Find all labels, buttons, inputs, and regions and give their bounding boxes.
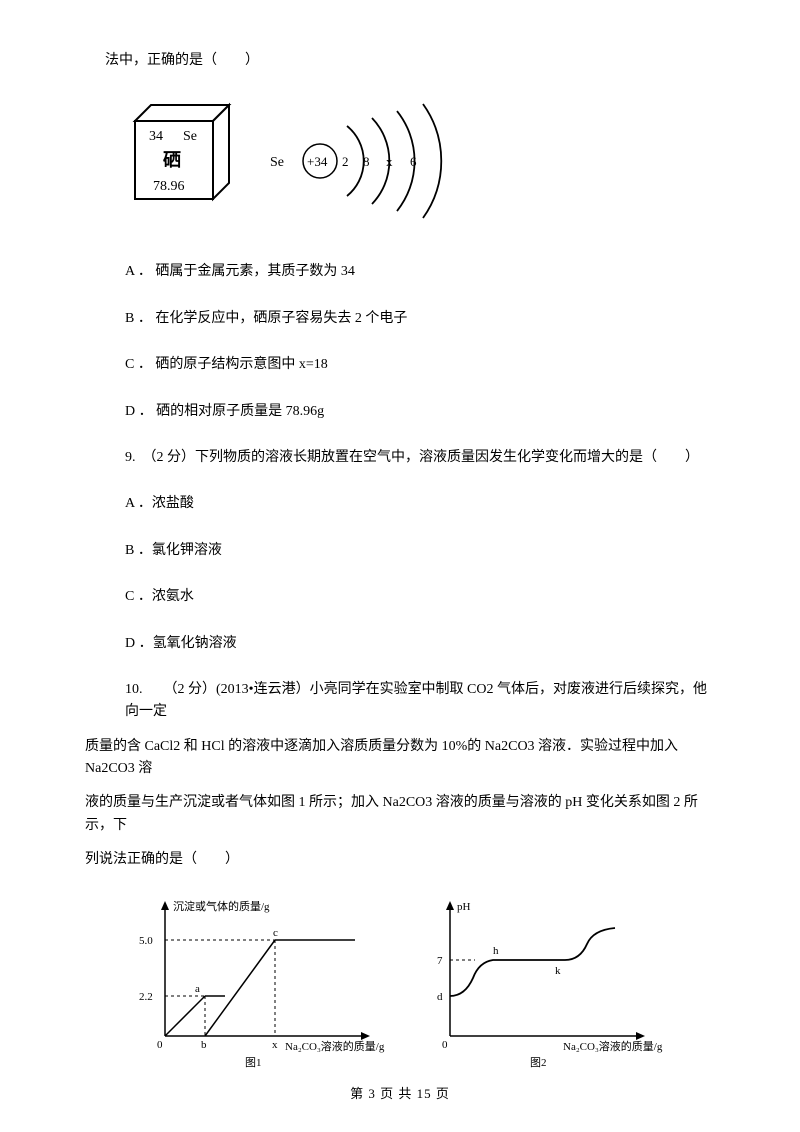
chart1-px: x [272, 1039, 278, 1051]
chart1-y5: 5.0 [139, 935, 153, 947]
atom-sh2: 8 [363, 154, 370, 169]
atom-sh1: 2 [342, 154, 349, 169]
q8-stem-cont: 法中，正确的是（ ） [105, 50, 715, 72]
cube-name: 硒 [163, 150, 181, 170]
element-cube: 34 Se 硒 78.96 [135, 105, 229, 199]
q8-optD: D ． 硒的相对原子质量是 78.96g [125, 401, 715, 423]
chart2-ph: h [493, 945, 499, 957]
chart1-xlabel: Na₂CO₃溶液的质量/g [285, 1039, 385, 1053]
chart2-ylabel: pH [457, 901, 471, 913]
cube-mass: 78.96 [153, 179, 185, 194]
chart1-ylabel: 沉淀或气体的质量/g [173, 899, 270, 913]
chart2-xlabel: Na₂CO₃溶液的质量/g [563, 1039, 663, 1053]
chart2: pH Na₂CO₃溶液的质量/g 7 h k d 0 图2 [415, 896, 665, 1071]
chart1-caption: 图1 [245, 1056, 262, 1069]
q8-figure: 34 Se 硒 78.96 Se +34 2 8 x 6 [125, 96, 715, 231]
q9-stem: 9. （2 分）下列物质的溶液长期放置在空气中，溶液质量因发生化学变化而增大的是… [125, 447, 715, 469]
chart1-pa: a [195, 983, 200, 995]
chart2-y7: 7 [437, 955, 443, 967]
cube-num: 34 [149, 129, 163, 144]
q9-optD: D ．氢氧化钠溶液 [125, 633, 715, 655]
q8-optA: A ． 硒属于金属元素，其质子数为 34 [125, 261, 715, 283]
chart1-p0: 0 [157, 1039, 163, 1051]
chart2-p0: 0 [442, 1039, 448, 1051]
q9-optC: C ．浓氨水 [125, 586, 715, 608]
charts-container: 沉淀或气体的质量/g Na₂CO₃溶液的质量/g 5.0 2.2 a c 0 b… [125, 896, 715, 1071]
q10-stem-l4: 列说法正确的是（ ） [85, 849, 715, 871]
q8-optC: C ． 硒的原子结构示意图中 x=18 [125, 354, 715, 376]
q9-optB: B ．氯化钾溶液 [125, 540, 715, 562]
q8-optB: B ． 在化学反应中，硒原子容易失去 2 个电子 [125, 308, 715, 330]
chart1: 沉淀或气体的质量/g Na₂CO₃溶液的质量/g 5.0 2.2 a c 0 b… [125, 896, 385, 1071]
cube-sym: Se [183, 129, 197, 144]
chart2-pd: d [437, 991, 443, 1003]
chart1-y22: 2.2 [139, 991, 153, 1003]
q10-stem-l3: 液的质量与生产沉淀或者气体如图 1 所示；加入 Na2CO3 溶液的质量与溶液的… [85, 792, 715, 837]
atom-structure: Se +34 2 8 x 6 [270, 104, 441, 218]
q10-stem-l1: 10. （2 分）(2013•连云港）小亮同学在实验室中制取 CO2 气体后，对… [125, 679, 715, 724]
page-footer: 第 3 页 共 15 页 [0, 1083, 800, 1102]
q10-stem-l2: 质量的含 CaCl2 和 HCl 的溶液中逐滴加入溶质质量分数为 10%的 Na… [85, 736, 715, 781]
q9-optA: A ．浓盐酸 [125, 493, 715, 515]
chart2-caption: 图2 [530, 1056, 547, 1069]
chart2-pk: k [555, 965, 561, 977]
chart1-pc: c [273, 927, 278, 939]
atom-sh3: x [386, 154, 393, 169]
chart1-pb: b [201, 1039, 207, 1051]
atom-center: +34 [307, 154, 328, 169]
atom-sh4: 6 [410, 154, 417, 169]
atom-sym: Se [270, 155, 284, 170]
